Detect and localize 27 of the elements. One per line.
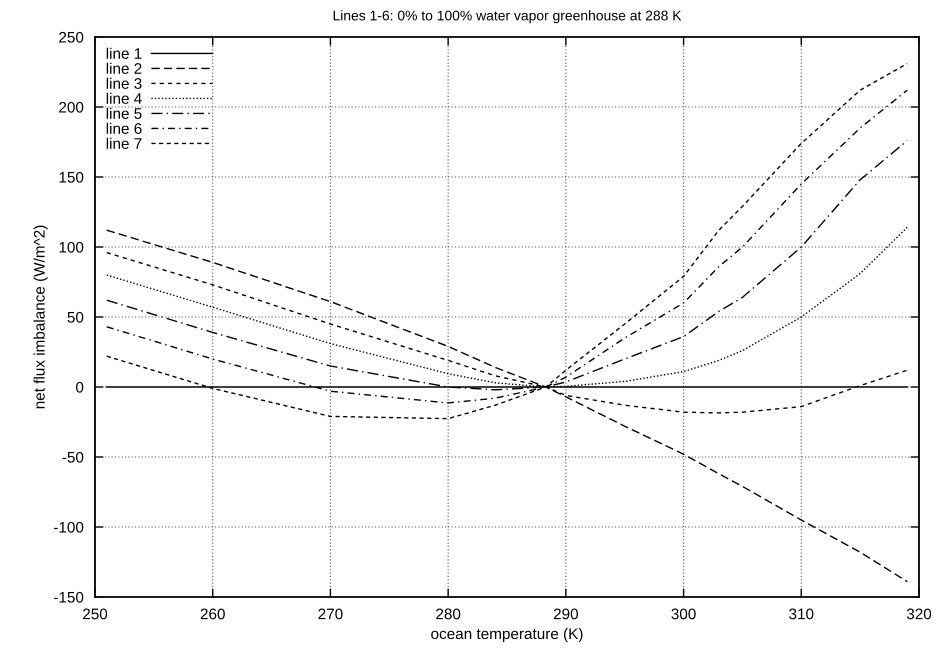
y-tick-label: -50 <box>62 452 84 463</box>
legend-label: line 4 <box>106 92 142 104</box>
y-axis-title: net flux imbalance (W/m^2) <box>34 226 48 408</box>
y-tick-label: 0 <box>76 382 84 393</box>
legend-label: line 3 <box>106 78 142 89</box>
x-axis-title: ocean temperature (K) <box>431 628 582 642</box>
x-tick-label: 300 <box>671 608 696 620</box>
y-tick-label: 250 <box>59 32 84 43</box>
y-tick-label: 100 <box>60 242 84 253</box>
y-tick-label: 50 <box>68 312 84 323</box>
x-tick-label: 310 <box>789 608 814 620</box>
legend-label: line 5 <box>106 108 142 119</box>
x-tick-label: 290 <box>554 608 578 620</box>
y-tick-label: -150 <box>54 592 84 603</box>
chart-title: Lines 1-6: 0% to 100% water vapor greenhouse at 288 K <box>334 10 682 24</box>
y-tick-label: 200 <box>59 102 84 113</box>
legend-label: line 7 <box>106 138 142 149</box>
legend-label: line 6 <box>106 122 142 134</box>
x-tick-label: 270 <box>318 608 343 620</box>
legend-label: line 1 <box>106 48 142 59</box>
x-tick-label: 250 <box>83 608 108 620</box>
x-tick-label: 320 <box>906 608 932 620</box>
y-tick-label: -100 <box>54 522 84 533</box>
legend-label: line 2 <box>106 62 142 74</box>
x-tick-label: 280 <box>436 608 460 620</box>
x-tick-label: 260 <box>200 608 225 620</box>
y-tick-label: 150 <box>60 172 84 183</box>
